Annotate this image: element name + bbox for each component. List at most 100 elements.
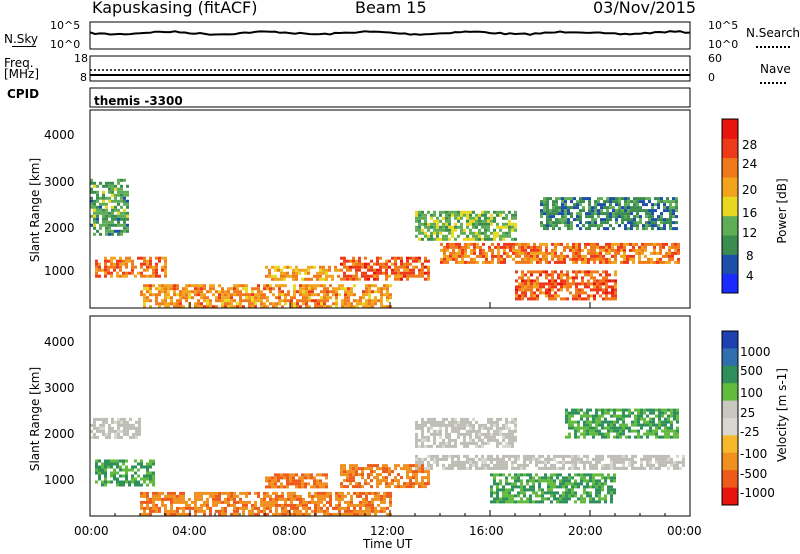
velocity-cell [344, 494, 347, 498]
velocity-ytick-4000: 4000 [44, 335, 75, 349]
velocity-cell [487, 417, 490, 421]
velocity-cell [104, 459, 107, 463]
velocity-cell [466, 444, 469, 448]
power-cell [546, 197, 549, 201]
power-cell [323, 302, 326, 306]
velocity-cell [640, 457, 643, 461]
power-cell [536, 276, 539, 280]
power-cell [600, 206, 603, 210]
velocity-cell [421, 485, 424, 489]
velocity-cell [544, 460, 547, 464]
velocity-cell [613, 491, 616, 495]
velocity-cell [505, 435, 508, 439]
velocity-cell [484, 426, 487, 430]
power-cell [280, 277, 283, 281]
velocity-cell [370, 467, 373, 471]
power-cell [555, 209, 558, 213]
power-cell [379, 265, 382, 269]
power-cell [487, 222, 490, 226]
velocity-cell [371, 491, 374, 495]
power-cell [320, 302, 323, 306]
velocity-cell [233, 497, 236, 501]
power-cell [490, 222, 493, 226]
nsky-line [89, 30, 691, 36]
velocity-cell [269, 494, 272, 498]
velocity-cell [346, 485, 349, 489]
velocity-cell [367, 464, 370, 468]
power-cell [290, 296, 293, 300]
power-cell [119, 259, 122, 263]
velocity-cell [307, 473, 310, 477]
velocity-cell [469, 457, 472, 461]
power-cell [191, 290, 194, 294]
power-cell [572, 245, 575, 249]
velocity-cell [490, 435, 493, 439]
velocity-cell [457, 454, 460, 458]
power-cell [608, 245, 611, 249]
velocity-cell [427, 438, 430, 442]
velocity-cell [607, 408, 610, 412]
velocity-cell [595, 460, 598, 464]
power-cell [265, 274, 268, 278]
velocity-cell [598, 414, 601, 418]
velocity-cell [292, 482, 295, 486]
velocity-cell [281, 494, 284, 498]
power-cell [602, 260, 605, 264]
velocity-cell [541, 497, 544, 501]
velocity-cell [113, 468, 116, 472]
power-cell [325, 277, 328, 281]
power-cell [609, 200, 612, 204]
power-cell [515, 279, 518, 283]
velocity-cell [287, 512, 290, 516]
power-cell [236, 305, 239, 309]
power-cell [347, 293, 350, 297]
power-cell [355, 277, 358, 281]
power-cell [164, 305, 167, 309]
power-cell [296, 302, 299, 306]
power-cell [576, 200, 579, 204]
power-cell [158, 305, 161, 309]
power-cell [424, 219, 427, 223]
velocity-cell [523, 485, 526, 489]
power-cell [427, 277, 430, 281]
velocity-cell [149, 497, 152, 501]
power-cell [119, 265, 122, 269]
power-cell [642, 227, 645, 231]
power-cell [358, 259, 361, 263]
power-cell [621, 215, 624, 219]
velocity-cell [421, 423, 424, 427]
velocity-cell [352, 464, 355, 468]
velocity-cell [505, 417, 508, 421]
velocity-cell [427, 476, 430, 480]
velocity-cell [236, 500, 239, 504]
velocity-cell [167, 509, 170, 513]
power-cell [90, 214, 93, 218]
velocity-cell [631, 423, 634, 427]
power-cell [581, 270, 584, 274]
power-cell [508, 222, 511, 226]
power-cell [518, 297, 521, 301]
power-cell [669, 227, 672, 231]
power-cell [505, 231, 508, 235]
velocity-cell [104, 468, 107, 472]
power-cell [533, 257, 536, 261]
velocity-cell [583, 476, 586, 480]
velocity-cell [377, 491, 380, 495]
velocity-cell [469, 432, 472, 436]
power-cell [90, 190, 93, 194]
power-cell [179, 305, 182, 309]
power-cell [364, 277, 367, 281]
velocity-cell [233, 509, 236, 513]
power-cell [424, 259, 427, 263]
power-cell [319, 265, 322, 269]
power-cell [409, 256, 412, 260]
power-cell [674, 251, 677, 255]
velocity-cell [451, 463, 454, 467]
power-cell [572, 270, 575, 274]
velocity-cell [481, 457, 484, 461]
power-cell [612, 206, 615, 210]
velocity-cell [245, 491, 248, 495]
power-cell [605, 276, 608, 280]
power-cell [554, 282, 557, 286]
velocity-cell [427, 463, 430, 467]
